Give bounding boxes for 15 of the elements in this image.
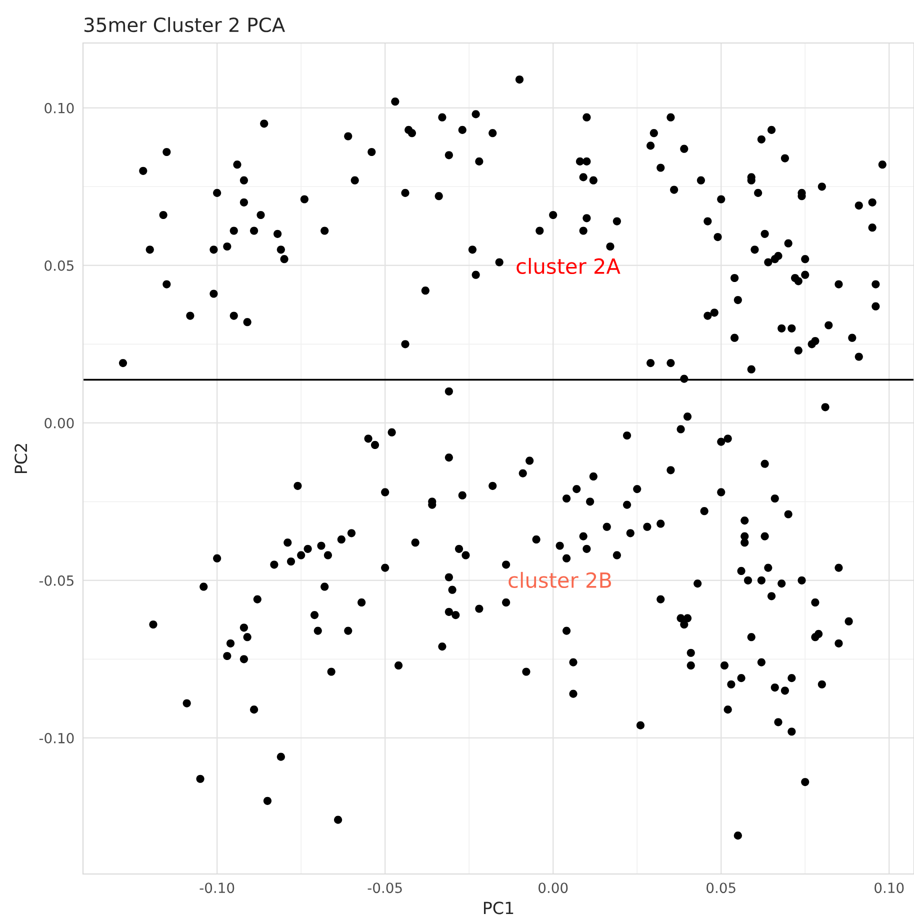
y-axis-title: PC2 (14, 444, 28, 474)
x-tick-label: 0.00 (538, 882, 568, 894)
x-tick-label: 0.10 (874, 882, 904, 894)
chart-title: 35mer Cluster 2 PCA (84, 17, 286, 32)
annotation: cluster 2B (508, 572, 612, 588)
y-tick-label: 0.05 (44, 260, 74, 271)
y-tick-label: -0.05 (39, 575, 74, 586)
annotation: cluster 2A (516, 258, 620, 274)
y-tick-label: -0.10 (39, 732, 74, 744)
x-tick-label: -0.10 (200, 882, 234, 894)
x-axis-title: PC1 (484, 902, 514, 914)
y-tick-label: 0.00 (44, 418, 74, 428)
y-tick-label: 0.10 (44, 102, 74, 114)
x-tick-label: 0.05 (706, 882, 736, 894)
x-tick-label: -0.05 (368, 882, 402, 894)
